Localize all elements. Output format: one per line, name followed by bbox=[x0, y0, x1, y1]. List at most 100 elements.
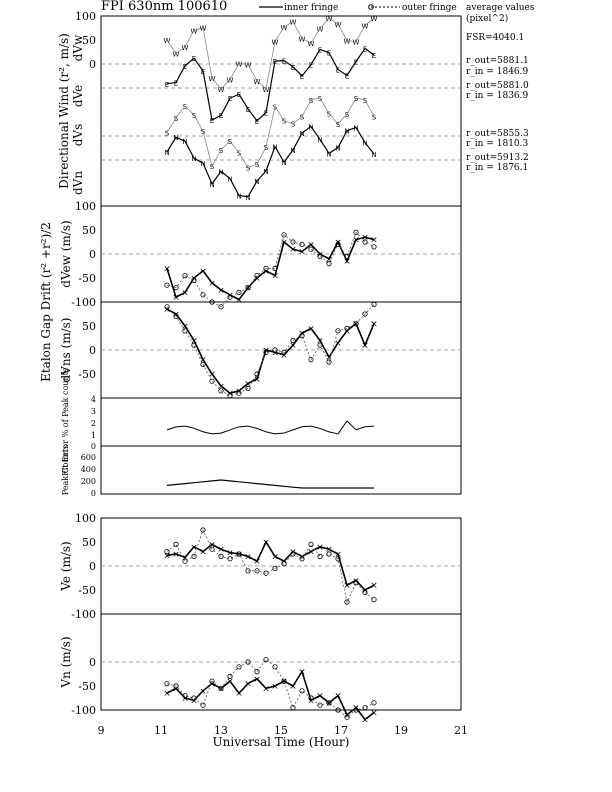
Vn-inner-point: × bbox=[172, 684, 180, 694]
Ve-inner-point: × bbox=[298, 552, 306, 562]
direction-trace-n bbox=[274, 146, 285, 163]
r-out-2: r_out=5881.0 bbox=[466, 81, 529, 91]
dVns-outer-point bbox=[236, 390, 242, 396]
dVns-outer-point bbox=[371, 301, 377, 307]
direction-marker-w: W bbox=[236, 60, 243, 68]
direction-trace-e bbox=[247, 108, 258, 122]
fit-error-trace bbox=[355, 426, 366, 431]
direction-marker-s: S bbox=[219, 147, 224, 155]
Ve-inner-point: × bbox=[244, 552, 252, 562]
dVew-inner-point: × bbox=[262, 267, 270, 277]
etalon-gap-label: Etalon Gap Drift (r² +r²)/2 bbox=[39, 222, 53, 382]
peak-count-trace bbox=[283, 485, 294, 488]
Ve-outer-point bbox=[254, 568, 260, 574]
dVew-outer-point bbox=[344, 253, 350, 259]
direction-trace-e bbox=[211, 114, 222, 121]
direction-trace-w bbox=[175, 46, 186, 54]
Vn-outer-point bbox=[308, 695, 314, 701]
direction-marker-e: E bbox=[291, 64, 295, 72]
dVns-inner-point: × bbox=[244, 380, 252, 390]
fit-error-markers bbox=[166, 420, 375, 435]
dVew-inner-point: × bbox=[370, 236, 378, 246]
direction-trace-e bbox=[265, 60, 276, 113]
dVew-outer-point bbox=[200, 292, 206, 298]
dVew-outer-point bbox=[317, 253, 323, 259]
direction-trace-n bbox=[247, 180, 258, 198]
direction-trace-w bbox=[274, 26, 285, 42]
direction-trace-e bbox=[337, 69, 348, 76]
direction-trace-s bbox=[265, 106, 276, 148]
p6-tick-50: 50 bbox=[82, 536, 96, 549]
direction-marker-n: N bbox=[191, 155, 196, 163]
Vn-inner-point: × bbox=[370, 708, 378, 718]
direction-marker-n: N bbox=[245, 194, 250, 202]
dVns-outer-point bbox=[335, 328, 341, 334]
direction-marker-w: W bbox=[281, 24, 288, 32]
dVew-inner-point: × bbox=[325, 255, 333, 265]
Ve-outer-point bbox=[362, 589, 368, 596]
p1-sub-dvs: dVs bbox=[71, 124, 85, 147]
dVns-outer-line bbox=[166, 304, 375, 397]
peak-count-trace bbox=[220, 479, 231, 482]
dVew-outer-point bbox=[218, 304, 224, 310]
dVns-inner-point: × bbox=[280, 351, 288, 361]
direction-trace-w bbox=[220, 79, 231, 90]
direction-marker-w: W bbox=[173, 50, 180, 58]
legend-outer-label: outer fringe bbox=[402, 3, 457, 13]
dVew-inner-point: × bbox=[163, 264, 171, 274]
p5-tick-600: 600 bbox=[81, 453, 96, 462]
Vn-outer-point bbox=[371, 700, 377, 706]
panel-peak-counts bbox=[100, 445, 462, 495]
Ve-outer-point bbox=[335, 556, 341, 562]
x-tick-17: 17 bbox=[334, 724, 348, 737]
p2-ylabel: dVew (m/s) bbox=[59, 220, 73, 287]
direction-marker-s: S bbox=[264, 144, 269, 152]
direction-marker-w: W bbox=[335, 21, 342, 29]
fit-error-trace bbox=[175, 425, 186, 428]
r-out-3: r_out=5855.3 bbox=[466, 129, 529, 139]
dVns-outer-point bbox=[200, 361, 206, 367]
dVew-inner-point: × bbox=[217, 286, 225, 296]
fit-error-trace bbox=[346, 420, 357, 431]
direction-trace-w bbox=[292, 21, 303, 39]
avg-title: average values bbox=[466, 3, 535, 13]
p7-tick-m50: -50 bbox=[78, 680, 96, 693]
dVew-outer-point bbox=[254, 272, 260, 279]
dVew-inner-point: × bbox=[235, 296, 243, 306]
x-ticks: 9 11 13 15 17 19 21 bbox=[98, 724, 469, 737]
direction-marker-w: W bbox=[371, 15, 378, 23]
dVew-inner-point: × bbox=[352, 236, 360, 246]
Vn-outer-point bbox=[182, 692, 188, 699]
panel-fit-error bbox=[100, 397, 462, 447]
Vn-inner-point: × bbox=[343, 711, 351, 721]
r-out-1: r_out=5881.1 bbox=[466, 56, 529, 66]
dVns-inner-point: × bbox=[325, 353, 333, 363]
p2-tick-m50: -50 bbox=[78, 272, 96, 285]
peak-count-trace bbox=[265, 483, 276, 486]
direction-marker-e: E bbox=[165, 81, 169, 89]
p4-tick-3: 3 bbox=[91, 407, 96, 416]
direction-trace-n bbox=[238, 194, 249, 198]
direction-marker-w: W bbox=[290, 19, 297, 27]
Ve-outer-point bbox=[218, 553, 224, 560]
Ve-inner-point: × bbox=[352, 576, 360, 586]
dVew-outer-point bbox=[272, 265, 278, 271]
direction-trace-s bbox=[355, 97, 366, 101]
r-in-3: r_in = 1810.3 bbox=[466, 139, 529, 149]
dVew-inner-point: × bbox=[334, 238, 342, 248]
dVew-outer-point bbox=[191, 277, 197, 283]
dVew-inner-point: × bbox=[271, 272, 279, 282]
direction-trace-e bbox=[355, 48, 366, 62]
p2-tick-m100: -100 bbox=[71, 296, 96, 309]
avg-unit: (pixel^2) bbox=[466, 13, 508, 24]
direction-trace-s bbox=[238, 152, 249, 168]
Ve-inner-line bbox=[166, 540, 375, 591]
direction-trace-w bbox=[193, 27, 204, 31]
p3-tick-0: 0 bbox=[89, 344, 96, 357]
direction-marker-e: E bbox=[210, 117, 214, 125]
direction-marker-w: W bbox=[362, 23, 369, 31]
direction-trace-n bbox=[310, 126, 321, 140]
direction-trace-s bbox=[166, 117, 177, 133]
direction-marker-w: W bbox=[245, 61, 252, 69]
direction-marker-w: W bbox=[227, 76, 234, 84]
